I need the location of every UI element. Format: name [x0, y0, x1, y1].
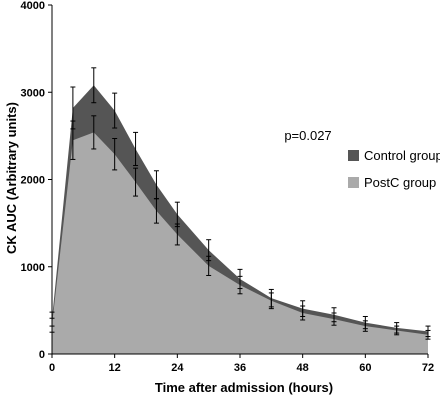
error-bar: [112, 137, 118, 171]
error-bar: [300, 305, 306, 321]
legend: Control group PostC group: [348, 148, 440, 190]
x-tick-label: 72: [422, 362, 434, 374]
error-bar: [70, 120, 76, 160]
y-tick-label: 1000: [21, 262, 45, 274]
error-bar: [112, 92, 118, 129]
x-tick-label: 0: [49, 362, 55, 374]
error-bar: [362, 320, 368, 332]
error-bar: [425, 329, 431, 340]
legend-label-control: Control group: [364, 148, 440, 163]
error-bar: [91, 115, 97, 150]
x-tick-label: 12: [109, 362, 121, 374]
y-tick-label: 4000: [21, 0, 45, 12]
area-series-1: [52, 132, 428, 354]
error-bar: [133, 131, 139, 167]
y-axis-title: CK AUC (Arbitrary units): [4, 102, 19, 254]
p-value-annotation: p=0.027: [284, 128, 331, 143]
error-bar: [174, 223, 180, 246]
error-bar: [206, 255, 212, 276]
x-tick-label: 60: [359, 362, 371, 374]
error-bar: [268, 292, 274, 310]
error-bar: [133, 167, 139, 197]
error-bar-layer: [49, 67, 431, 340]
y-tick-label: 0: [39, 349, 45, 361]
error-bar: [91, 67, 97, 104]
error-bar: [394, 325, 400, 336]
area-layer: [52, 85, 428, 355]
error-bar: [237, 275, 243, 295]
y-tick-label: 2000: [21, 175, 45, 187]
error-bar: [153, 198, 159, 224]
x-axis-title: Time after admission (hours): [155, 380, 333, 395]
y-tick-label: 3000: [21, 87, 45, 99]
x-tick-label: 24: [171, 362, 184, 374]
legend-label-postc: PostC group: [364, 175, 436, 190]
error-bar: [331, 312, 337, 326]
legend-swatch-postc: [348, 177, 359, 188]
tick-layer: 0 1000 2000 3000 4000 0 12 24 36 48 60 72: [21, 0, 435, 374]
legend-swatch-control: [348, 150, 359, 161]
x-tick-label: 36: [234, 362, 246, 374]
x-tick-label: 48: [297, 362, 309, 374]
